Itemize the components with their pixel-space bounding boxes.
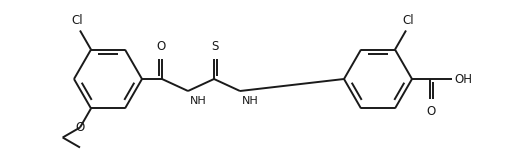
Text: Cl: Cl <box>401 13 413 27</box>
Text: NH: NH <box>241 96 258 106</box>
Text: NH: NH <box>189 96 207 106</box>
Text: OH: OH <box>453 73 471 85</box>
Text: S: S <box>211 40 218 53</box>
Text: O: O <box>156 40 165 53</box>
Text: O: O <box>75 121 84 134</box>
Text: O: O <box>426 105 435 118</box>
Text: Cl: Cl <box>71 13 83 27</box>
